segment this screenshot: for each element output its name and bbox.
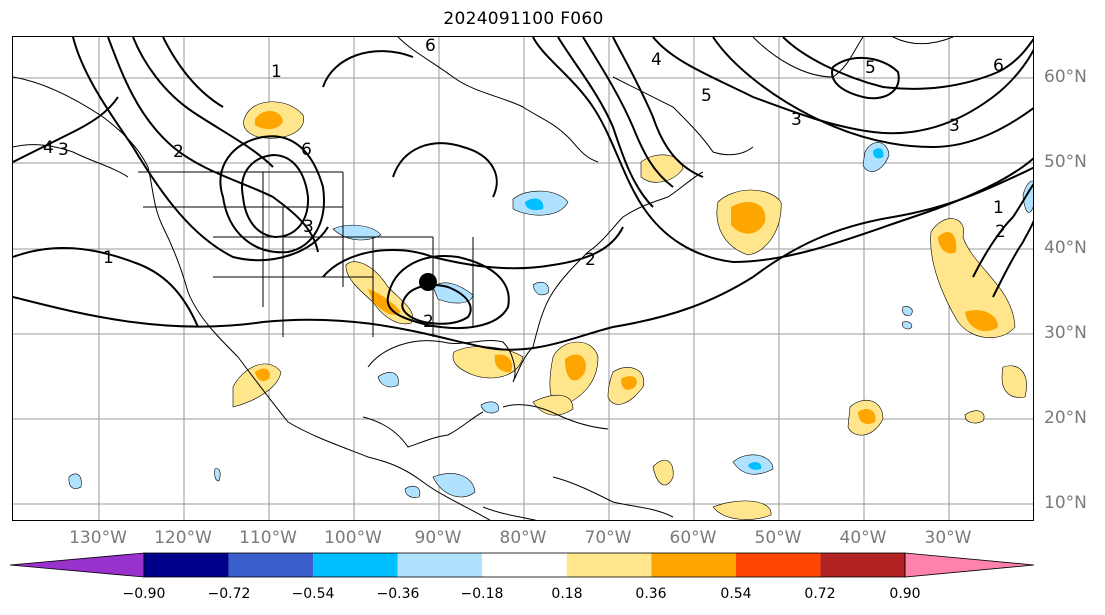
lon-label: 110°W: [239, 528, 297, 548]
colorbar-tick: 0.90: [889, 586, 921, 602]
colorbar-tick: 0.72: [804, 586, 836, 602]
contour-label: 2: [995, 222, 1006, 242]
colorbar-tick: 0.54: [720, 586, 752, 602]
map-title: 2024091100 F060: [443, 9, 604, 29]
colorbar-frame: [143, 552, 906, 578]
colorbar-segment: [482, 553, 567, 577]
shade-warm: [712, 500, 772, 520]
contour-lines: [13, 37, 1033, 351]
lon-label: 80°W: [499, 528, 547, 548]
colorbar-tick: −0.90: [122, 586, 166, 602]
shade-cool: [532, 281, 549, 296]
lon-label: 50°W: [754, 528, 802, 548]
lat-label: 20°N: [1044, 408, 1087, 428]
shade-warm-core: [565, 354, 586, 381]
shade-warm: [652, 459, 674, 486]
lon-label: 40°W: [839, 528, 887, 548]
contour-label: 2: [585, 250, 596, 270]
shade-cool-core: [873, 148, 884, 159]
lon-label: 130°W: [69, 528, 127, 548]
graticule: [13, 37, 1033, 520]
map-panel[interactable]: 1 2 6 4 3 1 2 6 4 5 3 5 6 3 1 2 2 3: [12, 36, 1034, 521]
colorbar-tick: −0.36: [376, 586, 420, 602]
shade-warm-core: [858, 408, 876, 424]
contour-label: 5: [701, 86, 712, 106]
shade-cool: [377, 372, 399, 388]
shade-cool: [332, 224, 382, 241]
lat-label: 60°N: [1044, 67, 1087, 87]
colorbar-tick: −0.18: [460, 586, 504, 602]
anomaly-shading: [68, 101, 1033, 520]
colorbar-segment: [144, 553, 229, 577]
shade-cool: [901, 321, 913, 330]
storm-center-marker[interactable]: [419, 273, 437, 291]
shade-warm-core: [965, 310, 998, 332]
shade-cool: [214, 468, 221, 482]
shade-warm-core: [731, 202, 766, 234]
colorbar-segment: [397, 553, 483, 577]
colorbar: [10, 552, 1035, 578]
shade-cool-core: [525, 198, 544, 211]
shade-warm: [640, 154, 684, 183]
shade-warm-core: [255, 368, 270, 381]
colorbar-segment: [313, 553, 398, 577]
shade-warm: [532, 395, 574, 416]
shade-warm: [1001, 365, 1027, 398]
colorbar-tick: −0.72: [207, 586, 251, 602]
shade-cool: [902, 306, 913, 316]
shade-warm: [452, 346, 524, 379]
shade-warm-core: [938, 232, 957, 254]
contour-label: 5: [865, 58, 876, 78]
lat-label: 40°N: [1044, 238, 1087, 258]
contour-label: 3: [303, 217, 314, 237]
contour-label: 6: [425, 37, 436, 56]
shade-warm-core: [494, 354, 513, 373]
colorbar-segment: [566, 553, 652, 577]
coastlines: [13, 37, 954, 520]
colorbar-segment: [651, 553, 736, 577]
lat-label: 10°N: [1044, 493, 1087, 513]
contour-label: 1: [993, 198, 1004, 218]
contour-label: 1: [103, 248, 114, 268]
contour-label: 1: [271, 62, 282, 82]
lon-label: 100°W: [324, 528, 382, 548]
lon-label: 90°W: [414, 528, 462, 548]
map-canvas: 1 2 6 4 3 1 2 6 4 5 3 5 6 3 1 2 2 3: [13, 37, 1033, 520]
shade-cool: [68, 473, 82, 489]
colorbar-tick: 0.18: [551, 586, 583, 602]
contour-label: 3: [58, 140, 69, 160]
shade-warm-core: [621, 376, 637, 390]
shade-cool: [404, 485, 421, 498]
colorbar-segment: [228, 553, 314, 577]
colorbar-segment: [904, 552, 1035, 578]
colorbar-segment: [820, 553, 905, 577]
shade-warm-core: [368, 289, 401, 315]
contour-label: 4: [651, 50, 662, 70]
shade-warm: [232, 363, 282, 408]
shade-cool: [480, 401, 499, 414]
contour-label: 4: [43, 138, 54, 158]
contour-label: 6: [301, 140, 312, 160]
contour-label: 3: [949, 116, 960, 136]
shade-cool: [432, 473, 476, 498]
shade-warm-core: [255, 110, 283, 130]
colorbar-tick: 0.36: [635, 586, 667, 602]
lat-label: 30°N: [1044, 323, 1087, 343]
shade-cool-core: [748, 462, 762, 470]
lon-label: 60°W: [669, 528, 717, 548]
colorbar-tick: −0.54: [291, 586, 335, 602]
colorbar-segment: [735, 553, 821, 577]
lat-label: 50°N: [1044, 152, 1087, 172]
colorbar-segment: [10, 552, 145, 578]
lon-label: 70°W: [584, 528, 632, 548]
shade-warm: [964, 410, 985, 424]
contour-label: 6: [993, 56, 1004, 76]
contour-label: 3: [791, 110, 802, 130]
lon-label: 30°W: [924, 528, 972, 548]
contour-label: 2: [423, 312, 434, 332]
lon-label: 120°W: [154, 528, 212, 548]
contour-label: 2: [173, 142, 184, 162]
